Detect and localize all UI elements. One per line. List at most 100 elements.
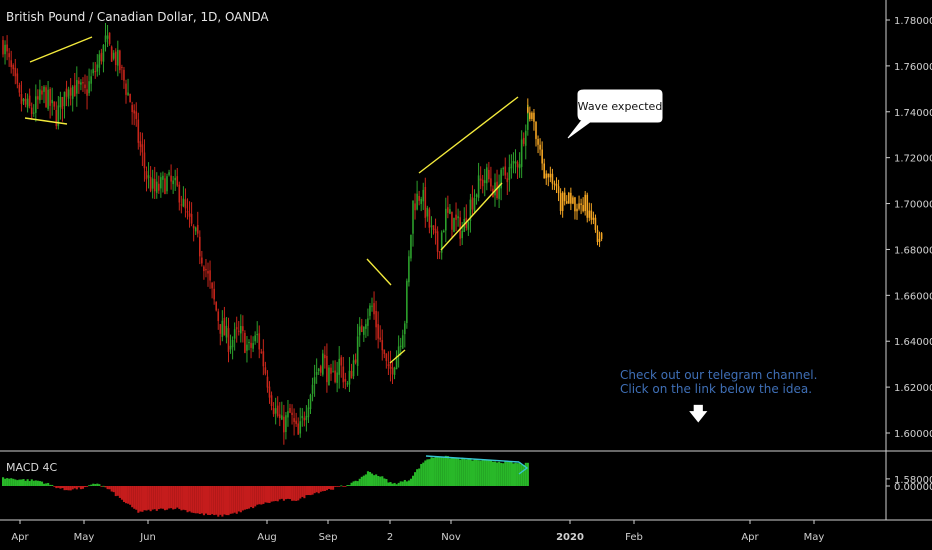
- macd-bar: [65, 486, 68, 491]
- candle-body: [2, 40, 4, 55]
- macd-bar: [133, 486, 136, 509]
- macd-bar: [88, 485, 91, 487]
- macd-bar: [252, 486, 255, 509]
- macd-bar: [356, 481, 359, 486]
- projection-body: [533, 112, 535, 122]
- projection-body: [570, 192, 572, 204]
- projection-body: [572, 197, 574, 204]
- macd-bar: [219, 486, 222, 515]
- projection-body: [537, 138, 539, 145]
- candle-body: [117, 49, 119, 66]
- candle-body: [180, 204, 183, 206]
- candle-body: [100, 52, 103, 62]
- candle-body: [404, 323, 406, 335]
- candle-body: [178, 184, 181, 203]
- macd-bar: [371, 473, 374, 486]
- candle-body: [225, 325, 228, 338]
- candle-body: [342, 366, 345, 383]
- macd-bar: [373, 475, 376, 486]
- macd-bar: [350, 482, 353, 486]
- candle-body: [90, 76, 92, 84]
- macd-bar: [301, 486, 304, 497]
- macd-bar: [184, 486, 187, 511]
- candle-body: [205, 269, 207, 271]
- macd-bar: [479, 460, 482, 486]
- candle-body: [504, 166, 507, 176]
- candle-body: [363, 326, 365, 335]
- candle-body: [313, 377, 316, 384]
- projection-body: [557, 186, 560, 194]
- macd-bar: [47, 482, 50, 486]
- candle-body: [233, 329, 236, 339]
- macd-bar: [494, 461, 497, 486]
- y-tick-label: 1.78000: [894, 16, 932, 27]
- macd-bar: [293, 486, 296, 501]
- macd-bar: [459, 459, 462, 486]
- macd-bar: [362, 475, 365, 486]
- candle-body: [344, 378, 347, 382]
- candle-body: [319, 366, 322, 373]
- macd-bar: [504, 460, 507, 486]
- candle-body: [258, 333, 261, 350]
- macd-bar: [295, 486, 298, 501]
- macd-bar: [2, 477, 5, 486]
- macd-bar: [215, 486, 218, 515]
- candle-body: [188, 213, 191, 217]
- macd-bar: [332, 486, 335, 490]
- candle-body: [428, 209, 431, 228]
- x-tick-label: Apr: [11, 532, 29, 543]
- candle-body: [508, 167, 511, 180]
- macd-bar: [22, 479, 25, 486]
- candle-body: [94, 71, 97, 73]
- candle-body: [522, 137, 525, 144]
- candle-body: [240, 325, 242, 334]
- candle-body: [137, 119, 140, 143]
- macd-bar: [434, 457, 437, 486]
- candle-body: [164, 178, 166, 194]
- candle-body: [442, 230, 445, 233]
- macd-bar: [381, 476, 384, 486]
- projection-body: [580, 203, 582, 205]
- candle-body: [488, 169, 490, 180]
- macd-bar: [444, 455, 447, 486]
- candle-body: [311, 384, 314, 394]
- macd-bar: [127, 486, 130, 504]
- candle-body: [373, 303, 375, 315]
- macd-bar: [231, 486, 234, 514]
- candle-body: [69, 87, 72, 96]
- macd-bar: [428, 459, 431, 486]
- candle-body: [145, 171, 148, 180]
- macd-bar: [204, 486, 208, 514]
- candle-body: [61, 96, 64, 110]
- macd-bar: [383, 478, 386, 486]
- macd-bar: [16, 480, 19, 486]
- macd-bar: [122, 486, 126, 502]
- candle-body: [447, 207, 449, 213]
- candle-body: [102, 45, 105, 62]
- macd-bar: [45, 483, 48, 486]
- projection-body: [555, 183, 558, 187]
- candle-body: [221, 320, 224, 337]
- candle-body: [41, 90, 43, 95]
- candle-body: [416, 193, 418, 210]
- macd-bar: [172, 486, 175, 510]
- candle-body: [155, 181, 158, 193]
- candle-body: [14, 67, 17, 77]
- projection-body: [582, 204, 584, 211]
- divergence-segment: [425, 455, 520, 463]
- macd-bar: [514, 462, 517, 486]
- macd-bar: [198, 486, 201, 514]
- macd-bar: [161, 486, 164, 509]
- macd-bar: [211, 486, 214, 515]
- macd-bar: [403, 479, 406, 486]
- macd-bar: [32, 480, 35, 486]
- candle-body: [219, 324, 222, 334]
- macd-bar: [166, 486, 169, 510]
- projection-body: [590, 210, 593, 220]
- candle-body: [315, 371, 318, 375]
- macd-bar: [450, 457, 454, 486]
- y-tick-label: 1.60000: [894, 429, 932, 440]
- candle-body: [235, 327, 238, 330]
- candle-body: [326, 355, 328, 383]
- macd-bar: [473, 459, 476, 486]
